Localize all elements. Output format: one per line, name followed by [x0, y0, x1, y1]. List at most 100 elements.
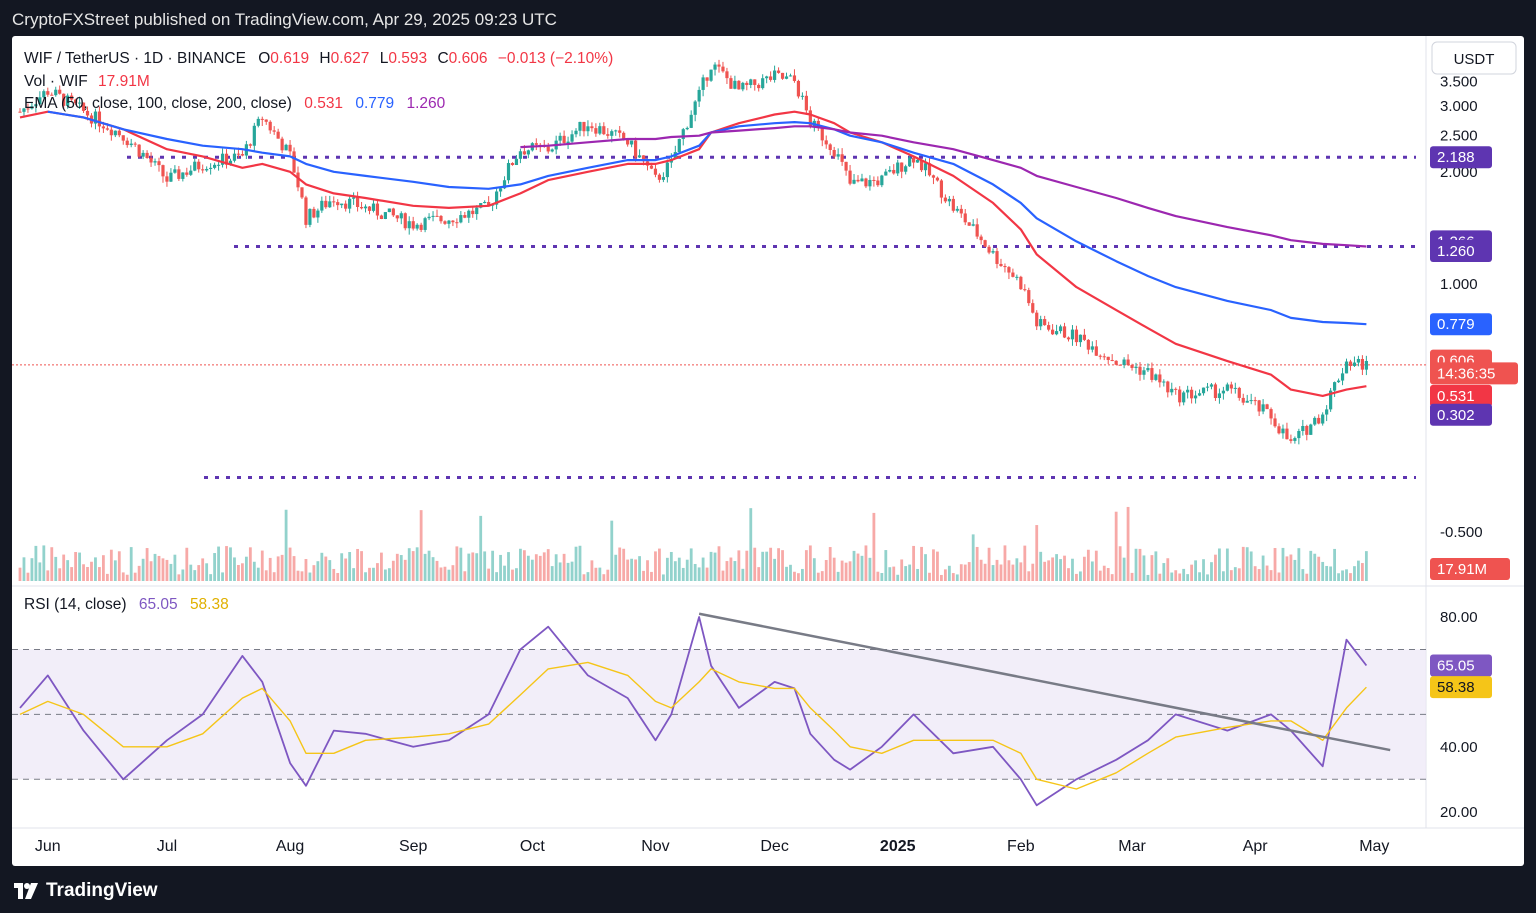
candle-body [892, 169, 896, 174]
candle-body [1225, 384, 1229, 391]
volume-bar [538, 555, 542, 581]
candle-body [641, 155, 646, 162]
volume-bar [896, 574, 900, 581]
price-label-text: 2.188 [1437, 149, 1475, 166]
volume-bar [463, 571, 467, 581]
legend-line-volume[interactable]: Vol · WIF 17.91M [24, 73, 150, 90]
tradingview-logo[interactable]: TradingView [14, 880, 158, 902]
candle-body [630, 140, 634, 145]
volume-bar [1289, 554, 1293, 581]
candle-body [518, 151, 523, 159]
legend-symbol[interactable]: WIF / TetherUS · 1D · BINANCE [24, 50, 246, 67]
volume-bar [1007, 560, 1011, 581]
volume-bar [693, 563, 697, 581]
volume-bar [1337, 573, 1340, 581]
volume-bar [622, 548, 626, 581]
candle-body [260, 118, 264, 120]
candle-body [773, 70, 777, 80]
volume-bar [109, 549, 113, 581]
candle-body [471, 210, 475, 215]
volume-bar [280, 554, 284, 581]
volume-bar [530, 559, 534, 581]
volume-bar [336, 572, 340, 581]
rsi-value-text: 65.05 [1437, 658, 1475, 675]
volume-bar [975, 546, 979, 581]
candle-body [58, 89, 62, 94]
currency-button[interactable]: USDT [1454, 51, 1495, 68]
candle-body [467, 210, 471, 218]
candle-body [292, 151, 296, 173]
volume-bar [908, 564, 912, 581]
candle-body [828, 144, 832, 150]
candle-body [1027, 290, 1031, 304]
candle-body [201, 169, 205, 171]
volume-bar [288, 547, 292, 581]
candle-body [340, 203, 344, 206]
candle-body [101, 126, 106, 129]
candle-body [900, 162, 904, 172]
candle-body [872, 179, 876, 181]
volume-bar [487, 568, 491, 581]
price-tick-label: 2.500 [1440, 128, 1478, 145]
candle-body [896, 162, 900, 174]
candle-body [129, 143, 133, 146]
volume-bar [824, 560, 828, 581]
candle-body [1122, 359, 1126, 365]
volume-bar [650, 571, 653, 581]
candle-body [614, 130, 618, 132]
volume-bar [673, 561, 677, 581]
candle-body [1233, 387, 1237, 389]
candle-body [1317, 417, 1321, 424]
volume-bar [840, 560, 844, 581]
candle-body [626, 139, 630, 145]
volume-bar [1035, 525, 1039, 581]
volume-bar [928, 572, 931, 581]
candle-body [1086, 339, 1090, 350]
candle-body [753, 79, 757, 85]
candle-body [1182, 392, 1186, 403]
candle-body [1154, 374, 1158, 380]
volume-bar [1329, 566, 1333, 581]
candle-body [355, 197, 360, 208]
volume-bar [999, 564, 1003, 581]
volume-bar [435, 560, 439, 581]
volume-bar [169, 563, 173, 581]
time-tick-label: Apr [1243, 838, 1269, 855]
candle-body [832, 149, 836, 157]
candle-body [447, 220, 451, 224]
candle-body [1285, 428, 1289, 440]
candle-body [876, 180, 880, 186]
chart-canvas[interactable]: 3.5003.0002.5002.0001.000-0.50080.0040.0… [12, 36, 1524, 866]
volume-bar [646, 560, 649, 581]
candle-body [443, 221, 447, 224]
volume-bar [1166, 558, 1170, 581]
legend-line-ema[interactable]: EMA (50, close, 100, close, 200, close) … [24, 95, 446, 112]
candle-body [367, 206, 372, 211]
candle-body [209, 167, 213, 169]
volume-bar [70, 567, 74, 581]
candle-body [761, 78, 765, 89]
candle-body [141, 152, 145, 157]
volume-bar [1202, 559, 1205, 581]
candle-body [1313, 417, 1317, 425]
volume-bar [1206, 574, 1209, 581]
candle-body [840, 154, 844, 162]
volume-bar [1225, 548, 1229, 581]
volume-bar [900, 559, 904, 581]
candle-body [618, 130, 622, 133]
volume-bar [852, 550, 856, 581]
volume-bar [1130, 572, 1134, 581]
candle-body [546, 146, 550, 152]
legend-line-rsi[interactable]: RSI (14, close) 65.05 58.38 [24, 596, 229, 613]
candle-body [908, 157, 912, 167]
candle-body [42, 91, 46, 98]
volume-bar [495, 572, 498, 581]
candle-body [534, 143, 538, 145]
candle-body [363, 206, 368, 209]
candle-body [1174, 388, 1178, 390]
candle-body [1329, 390, 1333, 410]
rsi-trendline [698, 612, 1391, 752]
candle-body [685, 127, 689, 130]
volume-bar [725, 561, 729, 581]
candle-body [749, 79, 753, 85]
